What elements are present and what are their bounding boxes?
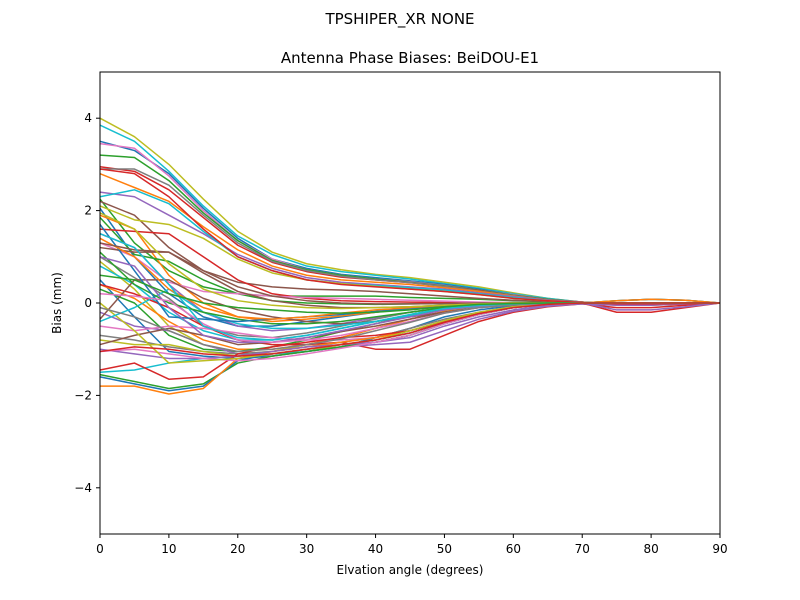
x-tick-label: 80: [643, 542, 658, 556]
x-tick-label: 60: [506, 542, 521, 556]
x-tick-label: 10: [161, 542, 176, 556]
y-tick-label: 4: [84, 111, 92, 125]
x-axis: 0 10 20 30 40 50 60 70 80 90: [96, 534, 728, 556]
x-tick-label: 0: [96, 542, 104, 556]
x-tick-label: 30: [299, 542, 314, 556]
plot-area: [99, 71, 721, 535]
y-axis-label: Bias (mm): [50, 272, 64, 334]
x-tick-label: 40: [368, 542, 383, 556]
series-line-46: [99, 168, 721, 305]
chart-title: Antenna Phase Biases: BeiDOU-E1: [281, 49, 539, 67]
series-layer: [99, 117, 721, 395]
y-tick-label: 2: [84, 204, 92, 218]
y-tick-label: −2: [74, 388, 92, 402]
y-axis: −4 −2 0 2 4: [74, 111, 100, 495]
x-tick-label: 20: [230, 542, 245, 556]
series-line-54: [99, 302, 720, 357]
y-tick-label: 0: [84, 296, 92, 310]
x-tick-label: 50: [437, 542, 452, 556]
x-axis-label: Elvation angle (degrees): [337, 563, 484, 577]
y-tick-label: −4: [74, 481, 92, 495]
figure-suptitle: TPSHIPER_XR NONE: [324, 10, 474, 29]
series-line-45: [99, 237, 721, 320]
x-tick-label: 90: [712, 542, 727, 556]
x-tick-label: 70: [575, 542, 590, 556]
